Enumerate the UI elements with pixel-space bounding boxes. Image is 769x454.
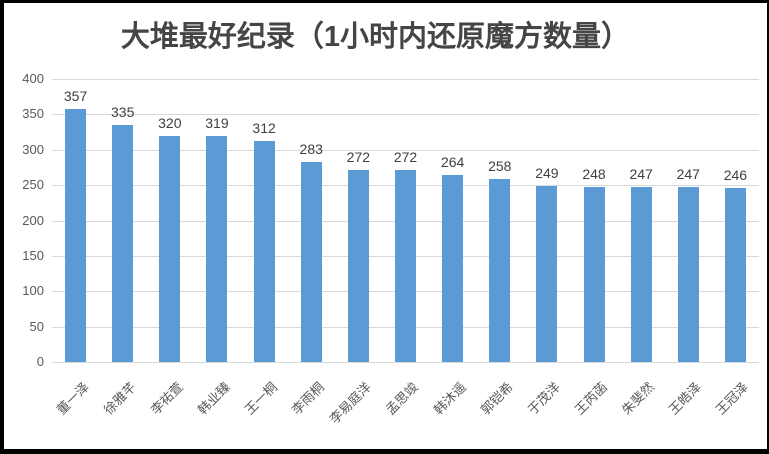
x-axis-label-text: 王皓泽 xyxy=(666,379,705,418)
bar-value-label: 258 xyxy=(488,158,512,175)
bar-value-label: 283 xyxy=(299,140,323,157)
plot-area: 357 335 320 319 312 283 272 272 264 258 249 248 247 2… xyxy=(52,79,759,363)
x-axis-label-text: 王芮菡 xyxy=(571,379,610,418)
x-axis-label-text: 韩业臻 xyxy=(194,379,233,418)
bar-value-label: 264 xyxy=(440,154,465,171)
bar xyxy=(253,141,275,362)
y-axis-label: 200 xyxy=(22,212,44,228)
bar xyxy=(630,187,652,362)
bar-value-label: 248 xyxy=(582,165,606,182)
bar xyxy=(442,175,464,362)
chart-frame: 大堆最好纪录（1小时内还原魔方数量） 357 335 320 319 312 283 272… xyxy=(4,3,767,449)
x-axis-label-text: 王冠泽 xyxy=(713,379,752,418)
bar-value-label: 357 xyxy=(63,88,88,105)
bar xyxy=(65,109,87,362)
bar-value-label: 335 xyxy=(111,103,135,120)
bar xyxy=(300,161,322,362)
y-axis-label: 0 xyxy=(36,354,44,369)
chart-title: 大堆最好纪录（1小时内还原魔方数量） xyxy=(120,21,631,53)
bar-value-label: 249 xyxy=(535,164,559,181)
bar-value-label: 319 xyxy=(205,115,229,132)
gridline xyxy=(52,149,759,151)
gridline xyxy=(52,114,759,116)
x-axis-label-text: 朱斐然 xyxy=(618,379,658,418)
bar xyxy=(583,186,605,362)
bar xyxy=(206,136,228,362)
x-axis-label-text: 王一桐 xyxy=(241,379,280,418)
bar-value-label: 247 xyxy=(676,166,700,183)
y-axis-label: 150 xyxy=(22,247,44,263)
bar-value-label: 246 xyxy=(723,166,748,183)
bar-value-label: 320 xyxy=(158,114,182,131)
bar xyxy=(395,169,416,362)
bar xyxy=(536,185,558,362)
x-axis-label-text: 于茂洋 xyxy=(524,379,563,418)
x-axis-label-text: 孟思竣 xyxy=(383,379,422,418)
bar xyxy=(489,179,511,362)
bar-value-label: 312 xyxy=(252,120,276,137)
bar-value-label: 247 xyxy=(629,166,653,183)
gridline xyxy=(52,79,759,80)
bar xyxy=(677,187,699,362)
x-axis-label-text: 董一泽 xyxy=(53,379,92,418)
bar xyxy=(112,124,134,362)
bar-value-label: 272 xyxy=(393,148,418,165)
y-axis-label: 350 xyxy=(22,106,44,122)
y-axis-label: 50 xyxy=(29,318,44,334)
bar xyxy=(159,135,181,362)
y-axis-label: 400 xyxy=(22,71,44,86)
x-axis-label-text: 徐雅芊 xyxy=(100,379,139,418)
bar xyxy=(724,187,746,362)
y-axis-label: 100 xyxy=(22,283,44,299)
x-axis-label-text: 郭铠希 xyxy=(477,379,516,418)
y-axis-label: 300 xyxy=(22,141,44,157)
gridline xyxy=(52,362,759,363)
x-axis-label-text: 韩沐遥 xyxy=(430,379,469,418)
x-axis-label-text: 李雨桐 xyxy=(288,379,328,418)
x-axis-label-text: 李易庭洋 xyxy=(326,379,375,427)
bar xyxy=(347,169,369,362)
y-axis-label: 250 xyxy=(22,177,44,193)
x-axis-label-text: 李祐萱 xyxy=(147,379,186,418)
bar-value-label: 272 xyxy=(346,148,371,165)
